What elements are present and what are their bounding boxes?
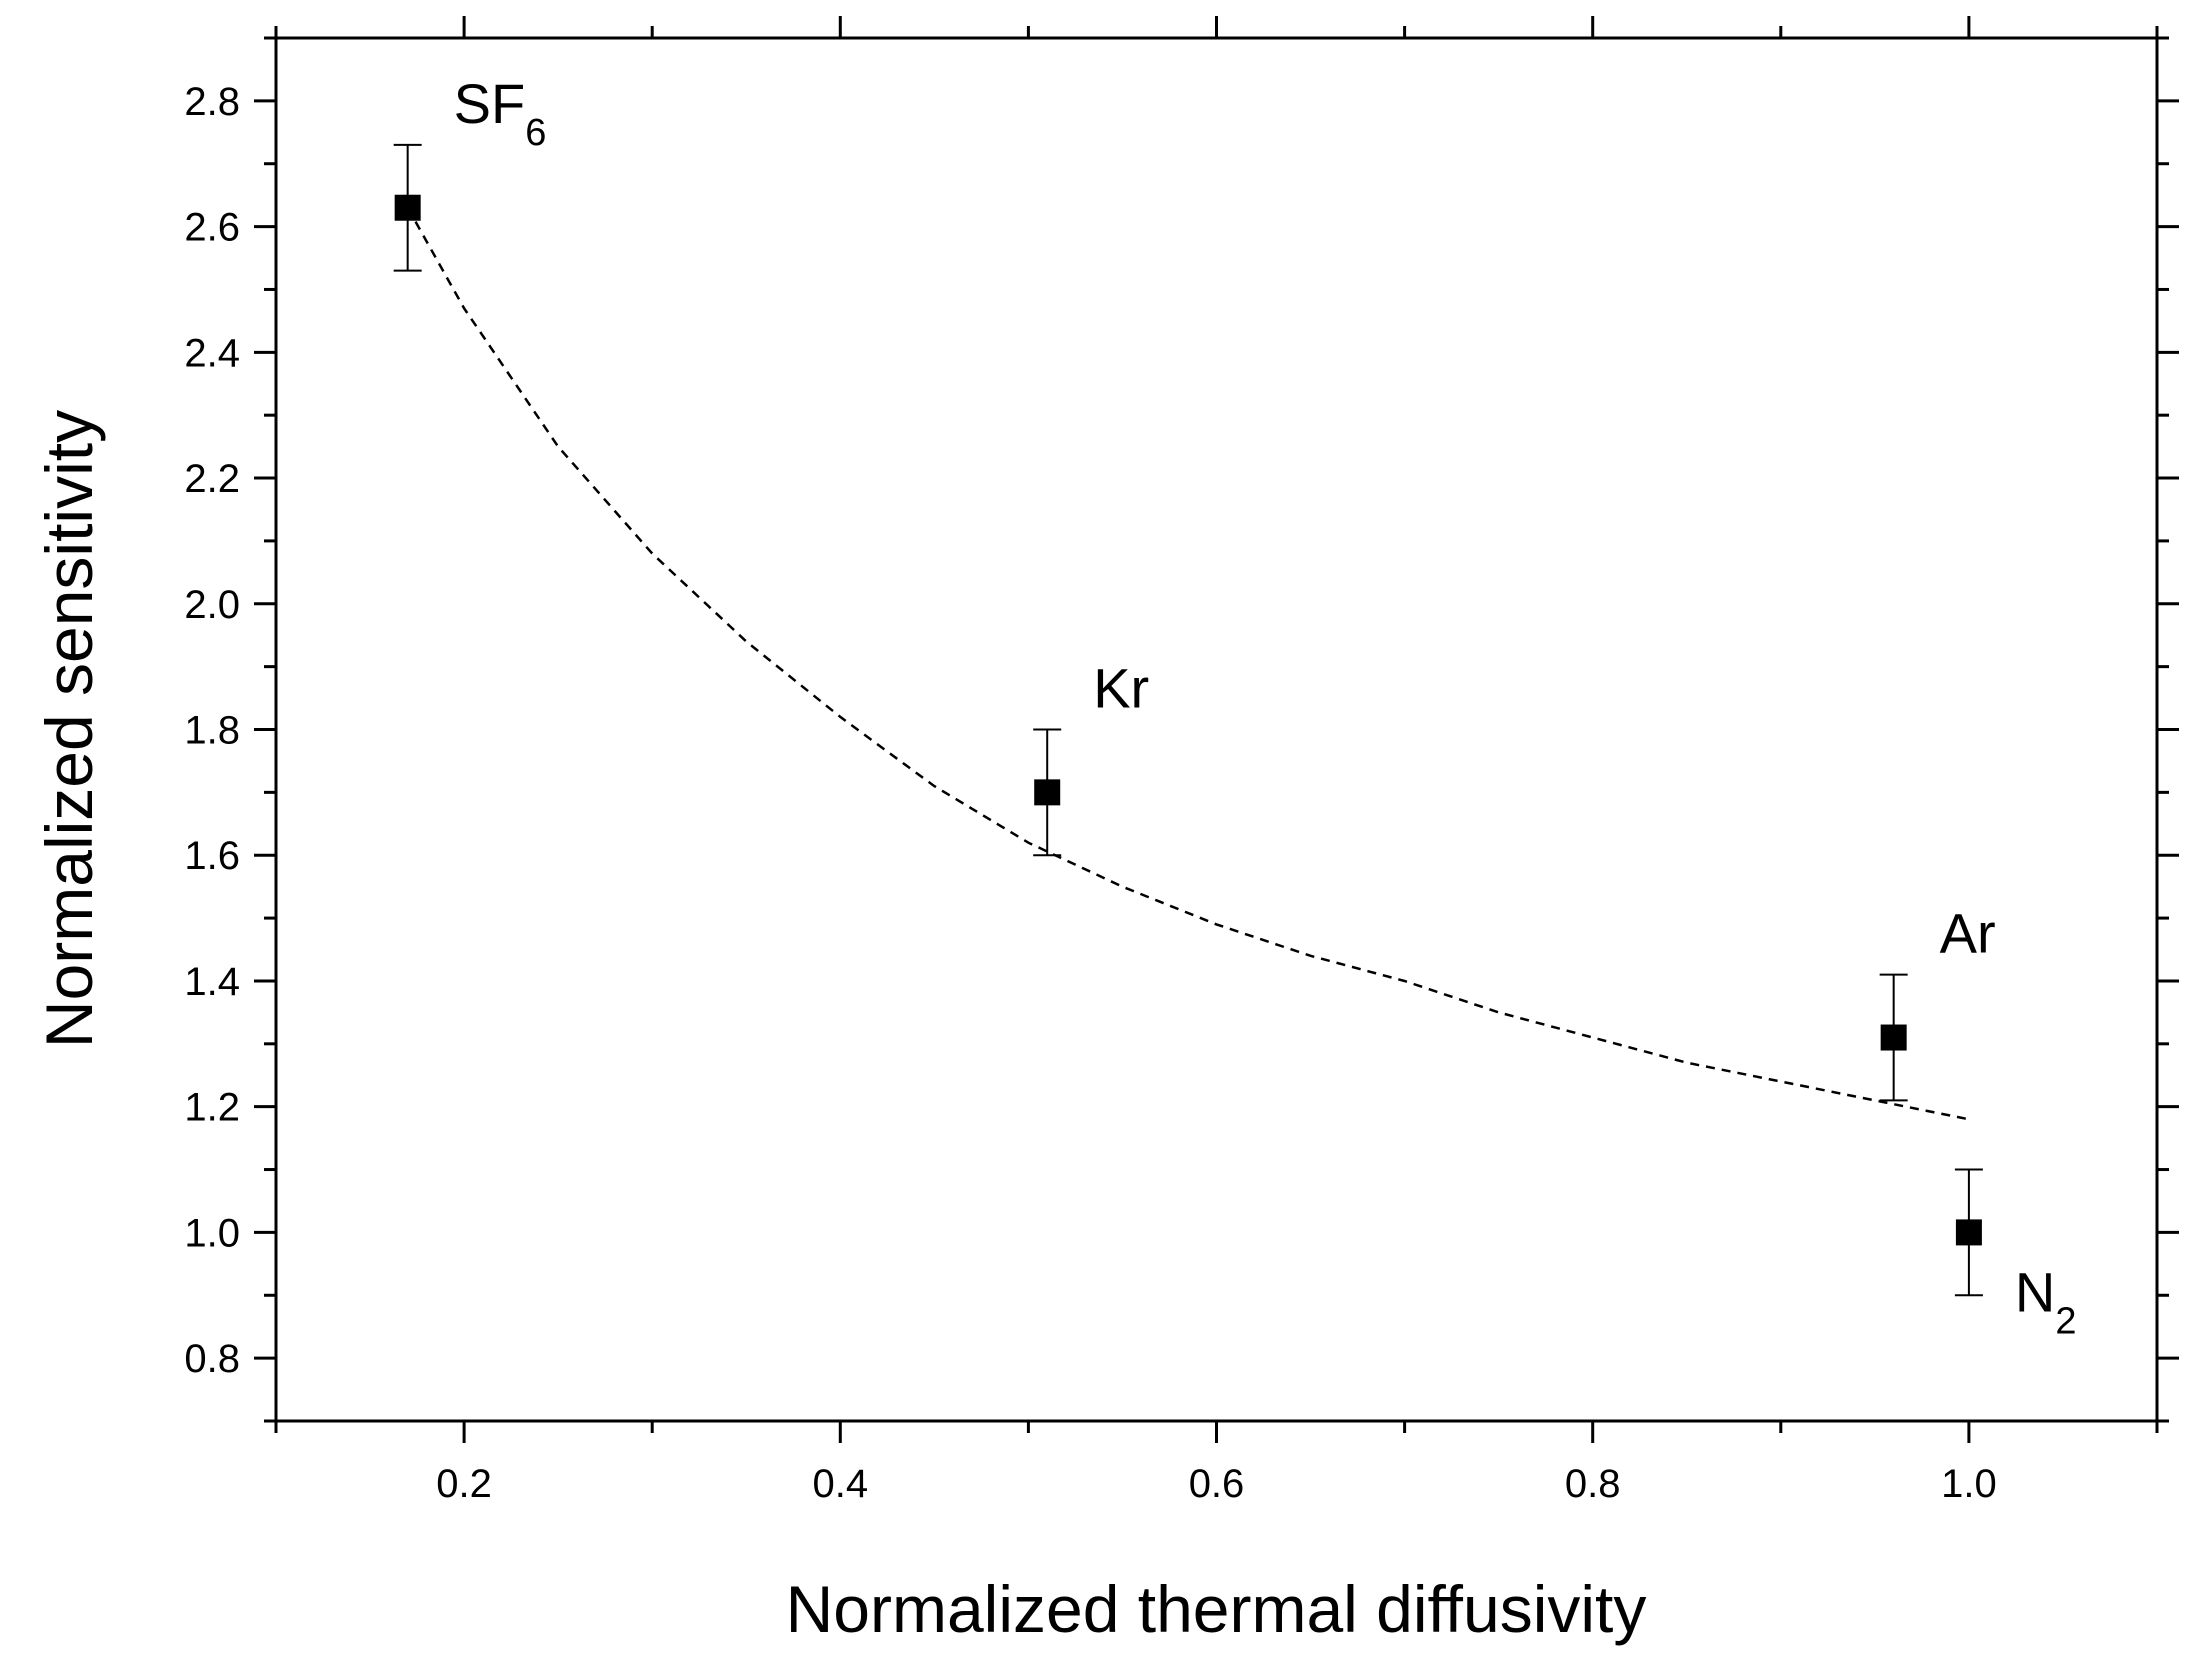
x-axis-title: Normalized thermal diffusivity	[786, 1572, 1647, 1646]
point-label-subscript: 6	[525, 112, 546, 154]
x-axis-ticks	[274, 16, 2159, 1443]
y-tick-label: 2.0	[184, 583, 240, 627]
y-axis-ticks	[254, 36, 2179, 1423]
data-point-marker	[1955, 1219, 1982, 1246]
y-tick-label: 2.2	[184, 457, 240, 501]
data-points: SF6 Kr Ar N2	[393, 72, 2077, 1342]
y-axis-tick-labels: 0.8 1.0 1.2 1.4 1.6 1.8 2.0 2.2 2.4 2.6 2.8	[184, 80, 240, 1381]
data-point-marker	[1880, 1024, 1907, 1051]
point-label: N2	[2015, 1260, 2077, 1342]
point-label-text: Ar	[1940, 902, 1996, 965]
point-label-text: N	[2015, 1260, 2055, 1323]
point-label: SF6	[454, 72, 547, 154]
y-tick-label: 1.4	[184, 960, 240, 1004]
y-tick-label: 2.4	[184, 331, 240, 375]
fit-curve	[406, 207, 1970, 1121]
y-tick-label: 1.0	[184, 1211, 240, 1255]
data-point-marker	[1034, 779, 1061, 806]
x-tick-label: 1.0	[1941, 1462, 1997, 1506]
y-tick-label: 1.2	[184, 1086, 240, 1130]
x-tick-label: 0.6	[1189, 1462, 1245, 1506]
point-label-subscript: 2	[2055, 1300, 2076, 1342]
y-tick-label: 1.8	[184, 709, 240, 753]
x-tick-label: 0.2	[436, 1462, 492, 1506]
point-label-text: Kr	[1093, 657, 1149, 720]
x-axis-tick-labels: 0.2 0.4 0.6 0.8 1.0	[436, 1462, 1996, 1506]
y-tick-label: 2.8	[184, 80, 240, 124]
y-tick-label: 0.8	[184, 1337, 240, 1381]
x-tick-label: 0.4	[812, 1462, 868, 1506]
y-axis-title: Normalized sensitivity	[32, 410, 106, 1048]
y-tick-label: 1.6	[184, 834, 240, 878]
point-label: Kr	[1093, 657, 1149, 720]
plot-frame	[274, 36, 2159, 1423]
data-point-marker	[394, 194, 421, 221]
point-label: Ar	[1940, 902, 1996, 965]
point-label-text: SF	[454, 72, 526, 135]
x-tick-label: 0.8	[1565, 1462, 1621, 1506]
y-tick-label: 2.6	[184, 206, 240, 250]
